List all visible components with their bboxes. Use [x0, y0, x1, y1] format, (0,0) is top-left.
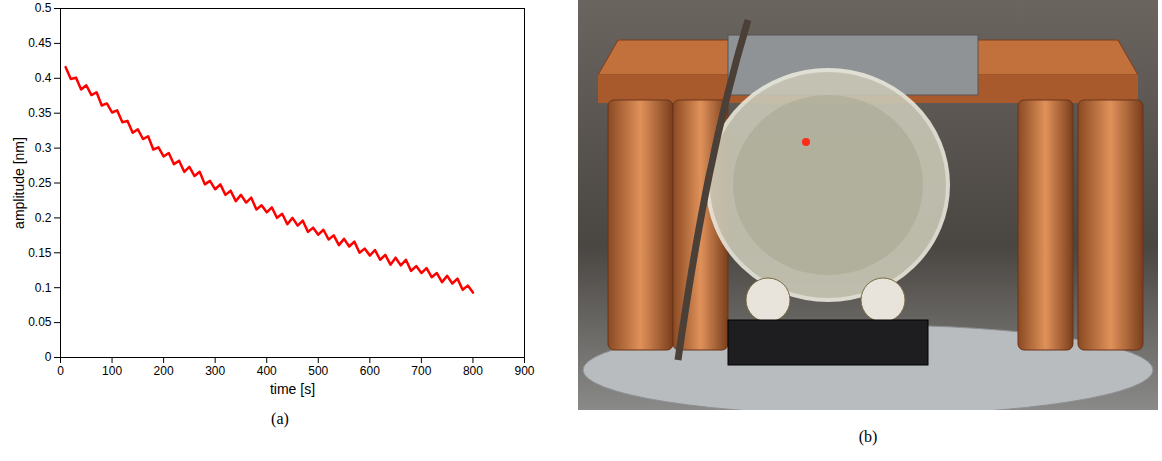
svg-text:0.4: 0.4 [35, 71, 52, 85]
svg-text:700: 700 [411, 364, 431, 378]
svg-text:300: 300 [205, 364, 225, 378]
svg-text:200: 200 [154, 364, 174, 378]
svg-text:900: 900 [514, 364, 534, 378]
html-text:(b): (b) [858, 428, 878, 445]
svg-text:100: 100 [102, 364, 122, 378]
svg-text:800: 800 [463, 364, 483, 378]
svg-text:0.25: 0.25 [28, 176, 52, 190]
svg-text:0.1: 0.1 [35, 281, 52, 295]
svg-text:0.05: 0.05 [28, 315, 52, 329]
svg-text:0.3: 0.3 [35, 141, 52, 155]
svg-text:0.45: 0.45 [28, 36, 52, 50]
svg-text:0.15: 0.15 [28, 246, 52, 260]
svg-text:0.2: 0.2 [35, 211, 52, 225]
svg-text:400: 400 [257, 364, 277, 378]
html-text:(a): (a) [271, 410, 289, 427]
svg-text:600: 600 [360, 364, 380, 378]
svg-text:500: 500 [308, 364, 328, 378]
svg-text:amplitude [nm]: amplitude [nm] [11, 137, 27, 229]
svg-text:0.35: 0.35 [28, 106, 52, 120]
svg-text:0: 0 [57, 364, 64, 378]
svg-text:0.5: 0.5 [35, 1, 52, 15]
svg-text:time [s]: time [s] [270, 381, 315, 397]
svg-text:0: 0 [45, 350, 52, 364]
